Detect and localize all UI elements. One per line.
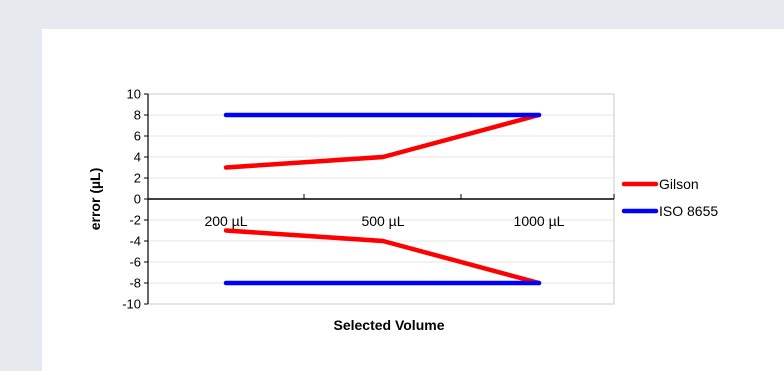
y-tick-label-7: -4	[129, 234, 141, 249]
y-tick-label-8: -6	[129, 255, 141, 270]
x-tick-label-0: 200 µL	[204, 213, 247, 229]
legend-label-0: Gilson	[659, 176, 699, 192]
y-tick-label-10: -10	[122, 297, 141, 312]
x-tick-label-2: 1000 µL	[514, 213, 565, 229]
y-axis-title: error (µL)	[87, 168, 103, 231]
y-tick-label-4: 2	[134, 171, 141, 186]
y-tick-label-6: -2	[129, 213, 141, 228]
axis-layer: 10 8 6 4 2 0 -2 -4 -6 -8 -10 200 µL 500 µL 1000 µL	[122, 87, 615, 312]
series-layer	[223, 112, 542, 286]
x-tick-label-1: 500 µL	[361, 213, 404, 229]
y-tick-label-2: 6	[134, 129, 141, 144]
y-tick-label-0: 10	[127, 87, 141, 102]
series-line-0	[223, 112, 542, 170]
legend: Gilson ISO 8655	[621, 176, 718, 219]
y-tick-label-1: 8	[134, 108, 141, 123]
y-tick-label-9: -8	[129, 276, 141, 291]
chart-card	[42, 29, 784, 371]
legend-label-1: ISO 8655	[659, 203, 718, 219]
x-axis-title: Selected Volume	[333, 317, 444, 333]
y-tick-label-3: 4	[134, 150, 141, 165]
series-line-1	[223, 228, 542, 286]
y-tick-label-5: 0	[134, 192, 141, 207]
